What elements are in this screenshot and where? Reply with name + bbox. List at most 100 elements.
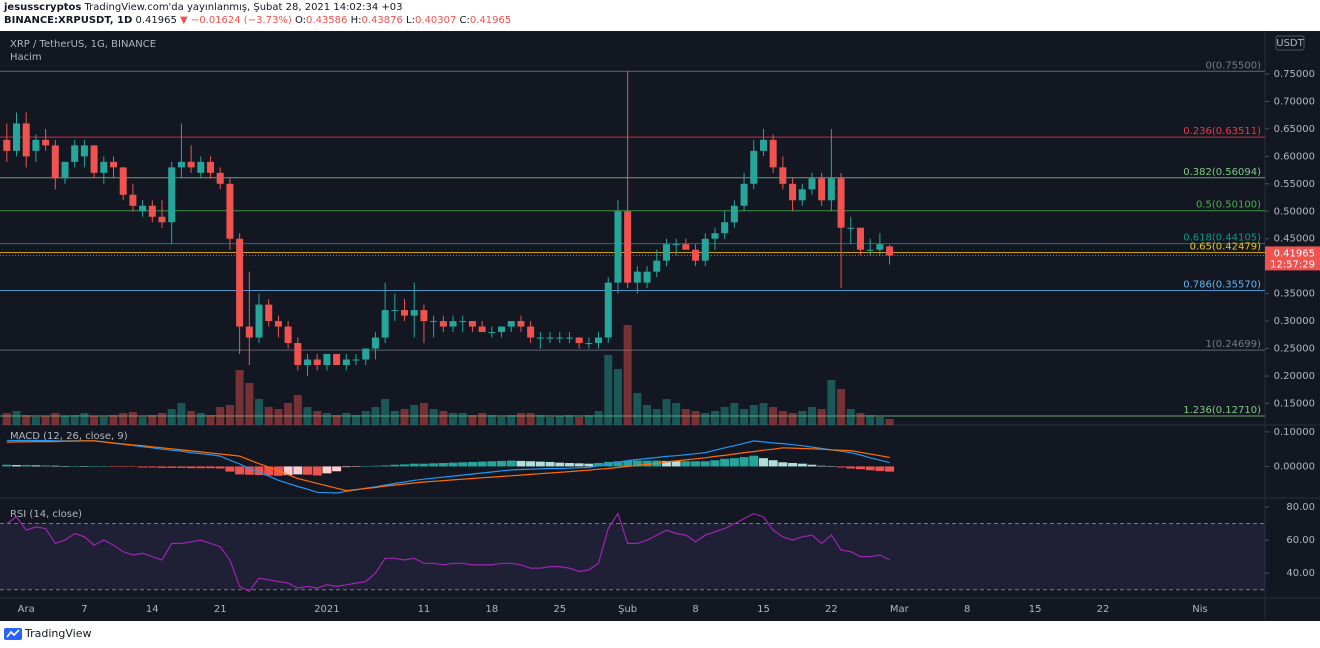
macd-histogram-bar [11,465,21,467]
macd-histogram-bar [545,461,555,467]
candle-body [604,282,612,338]
ohlc-value: 0.43586 [306,15,348,26]
candle-body [672,244,680,246]
volume-bar [710,411,719,425]
macd-histogram-bar [400,464,410,467]
candle-body [837,178,845,228]
macd-histogram-bar [419,463,429,467]
header-line: BINANCE:XRPUSDT, 1D 0.41965 ▼ −0.01624 (… [4,14,511,27]
x-tick-label: 8 [964,604,970,615]
volume-bar [31,417,40,425]
volume-bar [41,416,50,425]
volume-bar [216,407,225,425]
macd-histogram-bar [768,460,778,467]
volume-bar [633,393,642,425]
candle-body [517,321,525,327]
macd-histogram-bar [322,466,332,474]
macd-histogram-bar [312,466,322,476]
candle-body [42,139,50,146]
volume-bar [652,409,661,425]
candle-body [769,139,777,168]
candle-body [468,321,476,327]
volume-bar [167,409,176,425]
macd-histogram-bar [739,457,749,467]
rsi-line [6,512,890,593]
volume-bar [390,411,399,425]
volume-bar [769,407,778,425]
candle-body [711,233,719,239]
macd-histogram-bar [497,460,507,467]
macd-histogram-bar [370,465,380,467]
x-tick-label: 15 [1029,604,1042,615]
candle-body [488,332,496,334]
macd-histogram-bar [138,466,148,468]
volume-bar [584,415,593,425]
macd-histogram-bar [613,461,623,467]
volume-bar [206,415,215,425]
candle-body [110,161,118,168]
volume-bar [565,415,574,425]
volume-bar [807,407,816,425]
candle-body [856,227,864,250]
volume-bar [449,413,458,425]
volume-bar [177,403,186,425]
candle-body [682,244,690,250]
macd-histogram-bar [671,461,681,467]
volume-bar [2,413,11,425]
x-tick-label: Mar [890,604,910,615]
volume-bar [623,325,632,425]
x-tick-label: 21 [214,604,227,615]
macd-histogram-bar [31,465,41,467]
volume-bar [255,399,264,425]
macd-histogram-bar [642,460,652,467]
macd-line [6,439,890,494]
volume-bar [740,409,749,425]
candle-body [371,337,379,349]
volume-bar [109,415,118,425]
macd-histogram-bar [448,462,458,467]
volume-bar [264,407,273,425]
y-tick-label: 0.30000 [1274,316,1315,327]
last-price-box [1265,246,1320,271]
volume-bar [817,409,826,425]
y-tick-label: 0.15000 [1274,398,1315,409]
macd-histogram-bar [535,461,545,467]
header: jesusscryptos TradingView.com'da yayınla… [4,1,511,27]
candle-body [430,321,438,323]
macd-histogram-bar [380,465,390,467]
macd-histogram-bar [516,460,526,467]
macd-histogram-bar [438,462,448,467]
volume-bar [196,413,205,425]
macd-histogram-bar [225,466,235,472]
candle-body [779,167,787,184]
x-tick-label: 2021 [314,604,339,615]
candle-body [226,183,234,239]
y-tick-label: 0.50000 [1274,206,1315,217]
macd-histogram-bar [176,466,186,468]
candle-body [100,161,108,173]
candle-body [536,337,544,339]
candle-body [410,310,418,316]
macd-histogram-bar [778,462,788,467]
volume-bar [400,409,409,425]
y-tick-label: 0.70000 [1274,96,1315,107]
volume-bar [759,403,768,425]
chart-title: XRP / TetherUS, 1G, BINANCE [10,39,156,50]
volume-bar [691,411,700,425]
volume-bar [439,411,448,425]
candle-body [662,244,670,261]
volume-bar [546,417,555,425]
macd-histogram-bar [341,466,351,468]
volume-bar [322,413,331,425]
candle-body [148,205,156,217]
volume-bar [487,415,496,425]
fib-label: 0.382(0.56094) [1183,167,1261,178]
volume-bar [604,355,613,425]
macd-histogram-bar [254,466,264,476]
volume-bar [798,411,807,425]
y-tick-label: 0.65000 [1274,124,1315,135]
macd-histogram-bar [99,466,109,467]
candle-body [352,359,360,361]
x-tick-label: Şub [618,604,637,615]
candle-body [207,161,215,173]
